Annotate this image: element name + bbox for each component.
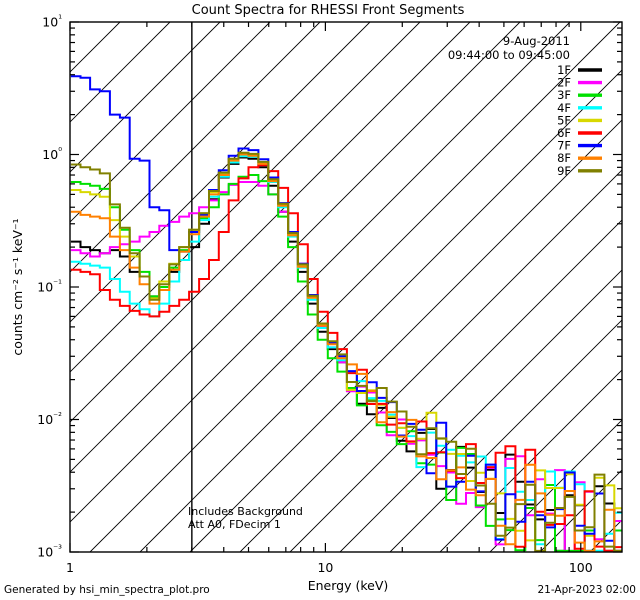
legend-label-4f: 4F	[557, 101, 571, 115]
observation-date: 9-Aug-2011	[503, 34, 570, 48]
y-tick-label: 10¹	[42, 14, 62, 30]
spectrum-trace-2f	[70, 181, 622, 552]
excluded-energy-hatch	[70, 22, 622, 552]
legend-label-1f: 1F	[557, 63, 571, 77]
y-tick-label: 10⁻³	[37, 544, 62, 560]
legend-label-7f: 7F	[557, 139, 571, 153]
legend-label-6f: 6F	[557, 126, 571, 140]
spectrum-trace-9f	[70, 151, 622, 552]
spectra-traces	[70, 75, 622, 552]
background-note: Includes Background	[188, 505, 303, 518]
legend-label-9f: 9F	[557, 164, 571, 178]
legend-label-8f: 8F	[557, 151, 571, 165]
observation-time-range: 09:44:00 to 09:45:00	[448, 48, 570, 62]
spectrum-trace-5f	[70, 152, 622, 542]
footer-generated-by: Generated by hsi_min_spectra_plot.pro	[4, 584, 210, 596]
x-axis-label: Energy (keV)	[308, 578, 389, 593]
x-tick-label: 10	[317, 560, 333, 575]
footer-timestamp: 21-Apr-2023 02:00	[537, 584, 636, 596]
legend-label-3f: 3F	[557, 88, 571, 102]
attenuator-note: Att A0, FDecim 1	[188, 518, 281, 531]
chart-title: Count Spectra for RHESSI Front Segments	[192, 3, 465, 18]
y-tick-label: 10⁻²	[37, 411, 62, 427]
x-tick-label: 100	[569, 560, 593, 575]
x-tick-label: 1	[66, 560, 74, 575]
legend-label-5f: 5F	[557, 113, 571, 127]
y-tick-label: 10⁻¹	[37, 279, 62, 295]
y-tick-label: 10⁰	[42, 146, 62, 162]
plot-frame-and-ticks	[69, 21, 623, 553]
legend-label-2f: 2F	[557, 76, 571, 90]
y-axis-label: counts cm⁻² s⁻¹ keV⁻¹	[10, 218, 25, 355]
